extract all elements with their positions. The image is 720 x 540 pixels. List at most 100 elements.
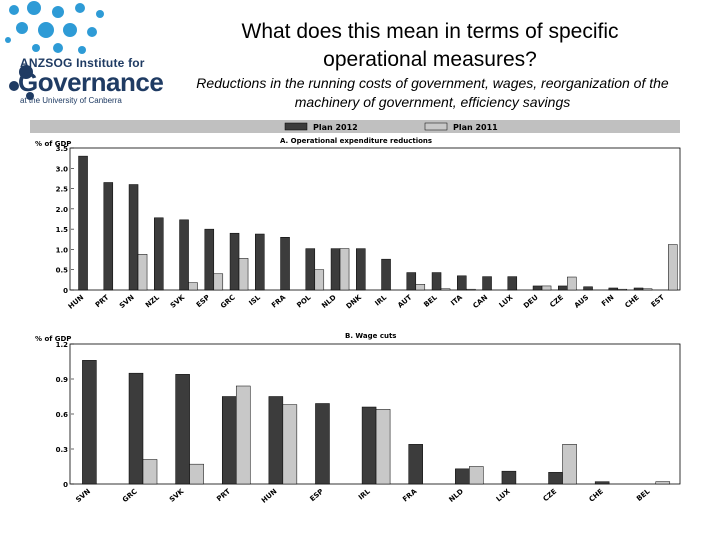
chart-a-bar-ita-plan2011	[466, 288, 476, 291]
chart-a-xtick-label: AUT	[396, 293, 413, 309]
chart-a-xtick-label: CHE	[623, 293, 640, 309]
chart-b-bar-irl-plan2011	[375, 409, 391, 485]
logo-name: ANZSOG Institute for	[20, 56, 145, 70]
chart-b-bar-grc-plan2012	[128, 372, 144, 485]
slide-title: What does this mean in terms of specific…	[241, 20, 619, 71]
chart-a-xtick-label: IRL	[374, 293, 389, 307]
chart-a-bar-bel-plan2011	[440, 288, 451, 291]
chart-a-bar-cze-plan2012	[558, 285, 568, 291]
chart-a-ytick-label: 2.5	[56, 186, 69, 194]
chart-b-ytick-label: 0.9	[56, 376, 69, 384]
slide-subtitle: Reductions in the running costs of gover…	[196, 75, 669, 110]
chart-a-bar-che-plan2012	[633, 287, 644, 291]
chart-b-bar-hun-plan2011	[282, 404, 298, 485]
chart-b-ytick-label: 0	[63, 481, 68, 489]
chart-a-bar-prt-plan2012	[103, 182, 114, 291]
chart-a-bar-che-plan2011	[642, 288, 653, 291]
chart-a-bar-svk-plan2012	[179, 219, 189, 291]
chart-a-bar-aut-plan2012	[406, 272, 417, 291]
chart-a-xtick-label: CZE	[548, 293, 565, 309]
chart-b-title: B. Wage cuts	[345, 332, 396, 340]
chart-a-ytick-label: 2.0	[56, 206, 69, 214]
chart-a-bar-nzl-plan2012	[154, 217, 164, 291]
chart-b-wage-cuts: % of GDP B. Wage cuts 0 0.3 0.6 0.9 1.2 SVN GR…	[35, 332, 681, 505]
chart-b-xtick-label: CZE	[542, 487, 559, 503]
logo-dots-graphic	[5, 1, 104, 100]
chart-b-xtick-label: CHE	[588, 487, 605, 503]
chart-b-bar-prt-plan2012	[221, 396, 237, 485]
chart-a-ytick-label: 1.0	[56, 246, 69, 254]
chart-a-xtick-label: LUX	[498, 293, 515, 309]
chart-a-bar-nld-plan2011	[339, 248, 350, 291]
chart-a-bar-grc-plan2011	[238, 258, 249, 291]
chart-b-bar-esp-plan2012	[315, 403, 330, 485]
chart-a-ytick-label: 3.0	[56, 165, 69, 173]
chart-a-xtick-label: DNK	[345, 293, 364, 310]
chart-a-bar-isl-plan2012	[255, 233, 265, 291]
logo-subtitle: at the University of Canberra	[20, 96, 122, 105]
chart-a-xtick-label: SVN	[118, 293, 136, 310]
chart-a-bar-irl-plan2012	[381, 258, 391, 291]
chart-a-xtick-label: BEL	[422, 293, 439, 309]
chart-b-bar-svk-plan2011	[189, 463, 204, 485]
chart-b-bar-nld-plan2011	[469, 466, 484, 485]
chart-a-bar-svn-plan2011	[137, 254, 148, 291]
logo-wordmark: Governance	[18, 67, 164, 97]
chart-b-bar-cze-plan2011	[562, 444, 577, 485]
chart-a-bar-can-plan2012	[482, 276, 492, 291]
chart-a-xtick-label: CAN	[472, 293, 490, 310]
chart-a-bar-pol-plan2012	[305, 248, 316, 291]
chart-b-xtick-label: PRT	[215, 487, 232, 503]
chart-a-bar-esp-plan2011	[213, 273, 224, 291]
chart-b-xtick-label: NLD	[447, 487, 465, 504]
chart-b-ylabel: % of GDP	[35, 335, 71, 343]
chart-a-xtick-label: GRC	[219, 293, 237, 310]
chart-a-bar-svk-plan2011	[188, 282, 198, 291]
chart-b-ytick-label: 0.6	[56, 411, 69, 419]
chart-a-bar-fra-plan2012	[280, 237, 290, 291]
chart-b-bar-irl-plan2012	[361, 406, 377, 485]
chart-a-ylabel: % of GDP	[35, 140, 71, 148]
chart-a-bar-nld-plan2012	[330, 248, 341, 291]
chart-b-ytick-label: 0.3	[56, 446, 69, 454]
legend-label-plan2012: Plan 2012	[313, 123, 358, 132]
chart-a-xtick-label: SVK	[169, 293, 187, 310]
chart-a-xtick-label: ESP	[195, 293, 212, 309]
chart-a-bar-est-plan2011	[668, 244, 678, 291]
legend-swatch-plan2011	[424, 122, 448, 131]
chart-b-bar-cze-plan2012	[548, 472, 563, 485]
chart-a-xtick-label: EST	[650, 293, 666, 309]
legend-label-plan2011: Plan 2011	[453, 123, 498, 132]
legend-bar	[30, 120, 680, 133]
chart-a-bar-deu-plan2012	[532, 285, 543, 291]
chart-a-xtick-label: NLD	[320, 293, 338, 310]
chart-a-xtick-label: FIN	[600, 293, 615, 308]
chart-b-bar-nld-plan2012	[455, 468, 470, 485]
chart-a-ytick-label: 0	[63, 287, 68, 295]
chart-a-bar-ita-plan2012	[457, 275, 467, 291]
chart-b-xtick-label: FRA	[401, 487, 419, 504]
legend-swatch-plan2012	[284, 122, 308, 131]
chart-a-xtick-label: AUS	[573, 293, 590, 309]
chart-b-xtick-label: SVK	[168, 487, 186, 504]
chart-b-bar-fra-plan2012	[408, 444, 423, 485]
chart-a-xtick-label: POL	[295, 293, 312, 309]
chart-b-ytick-label: 1.2	[56, 341, 69, 349]
chart-b-bar-grc-plan2011	[142, 459, 158, 485]
chart-a-bar-aut-plan2011	[415, 284, 426, 291]
chart-b-xtick-label: BEL	[635, 487, 652, 503]
chart-a-operational-expenditure: % of GDP A. Operational expenditure redu…	[35, 137, 681, 311]
chart-a-title: A. Operational expenditure reductions	[280, 137, 432, 145]
chart-a-ytick-label: 1.5	[56, 226, 69, 234]
chart-a-bar-aus-plan2012	[583, 286, 593, 291]
chart-b-xtick-label: HUN	[260, 487, 279, 504]
chart-b-xtick-label: ESP	[309, 487, 326, 503]
chart-a-bar-esp-plan2012	[204, 228, 215, 291]
chart-a-xtick-label: ITA	[449, 293, 464, 307]
chart-a-plot-frame	[69, 147, 681, 291]
chart-a-bar-lux-plan2012	[507, 276, 518, 291]
chart-b-bar-svn-plan2012	[82, 360, 97, 485]
chart-b-xtick-label: LUX	[495, 487, 512, 503]
chart-a-bar-hun-plan2012	[78, 155, 88, 291]
